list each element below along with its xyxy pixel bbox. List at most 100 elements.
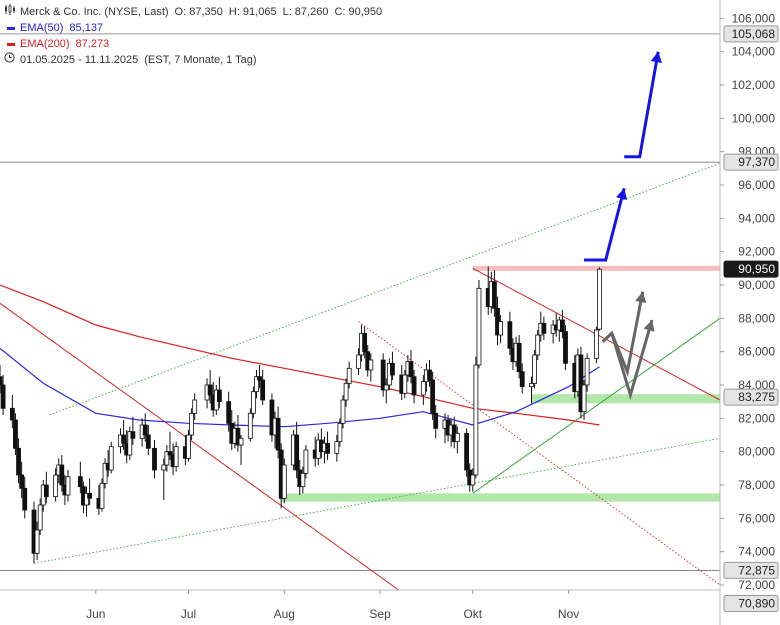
candle-body: [541, 322, 547, 334]
candle-body: [247, 412, 253, 439]
candle-body: [99, 482, 105, 509]
candle-body: [584, 357, 590, 386]
candle-body: [216, 389, 222, 403]
y-tick-label: 92,000: [738, 245, 775, 259]
blue-scenario-arrow: [624, 51, 660, 159]
y-tick-label: 80,000: [738, 445, 775, 459]
candle-body: [127, 431, 133, 456]
y-tick-label: 88,000: [738, 311, 775, 325]
y-tick-label: 94,000: [738, 211, 775, 225]
candle-body: [519, 371, 525, 388]
ema50-swatch: [7, 26, 15, 30]
candle-body: [192, 399, 198, 414]
candle-body: [9, 407, 15, 421]
arrow-head: [643, 320, 655, 332]
candle-body: [238, 437, 244, 446]
arrow-head: [635, 291, 647, 304]
candle-body: [16, 447, 21, 476]
candle-body: [161, 464, 167, 471]
candle-body: [362, 332, 368, 353]
red-trendline: [0, 302, 399, 591]
support-zone: [531, 394, 720, 404]
ema50-line: [0, 347, 600, 428]
x-tick-label: Aug: [274, 607, 295, 621]
y-tick-label: 104,000: [732, 45, 776, 59]
price-tag: [723, 153, 779, 171]
candle-body: [108, 446, 114, 471]
candle-body: [303, 449, 309, 474]
candle-body: [433, 412, 439, 429]
candle-body: [294, 434, 300, 471]
price-tag-label: 97,370: [738, 155, 775, 169]
candle-body: [325, 442, 330, 454]
candle-body: [532, 354, 537, 384]
x-tick-label: Okt: [463, 607, 482, 621]
price-tag: [723, 595, 779, 612]
candle-body: [597, 268, 602, 330]
candle-body: [340, 399, 346, 424]
legend-ema200-label: EMA(200): [20, 38, 70, 50]
ema200-swatch: [7, 42, 15, 46]
legend-ema50-label: EMA(50): [20, 22, 64, 34]
y-tick-label: 86,000: [738, 345, 775, 359]
price-tag-label: 72,875: [738, 563, 775, 577]
candle-body: [77, 476, 83, 488]
chart-legend: Merck & Co. Inc. (NYSE, Last) O: 87,350 …: [4, 4, 382, 68]
legend-open: O: 87,350: [174, 6, 223, 18]
candle-body: [254, 376, 259, 393]
candle-body: [380, 359, 386, 391]
y-tick-label: 84,000: [738, 378, 775, 392]
price-tag-label: 90,950: [738, 262, 775, 276]
candle-body: [207, 384, 213, 396]
candle-body: [464, 432, 470, 471]
candle-body: [300, 472, 306, 488]
candle-body: [235, 427, 241, 446]
candle-body: [164, 451, 170, 466]
candle-body: [470, 474, 476, 486]
x-tick-label: Sep: [369, 607, 391, 621]
candle-body: [578, 354, 584, 413]
x-tick-label: Nov: [558, 607, 579, 621]
candle-body: [563, 331, 568, 364]
candle-body: [593, 329, 599, 359]
price-tag-label: 105,068: [732, 27, 776, 41]
resistance-zone: [472, 265, 720, 271]
candle-body: [343, 382, 349, 401]
ema-layer: [0, 284, 600, 428]
candle-body: [59, 464, 65, 486]
candle-body: [275, 417, 281, 451]
ema200-line: [0, 284, 600, 426]
candle-body: [167, 451, 173, 456]
x-tick-label: Jun: [86, 607, 105, 621]
candle-body: [13, 419, 18, 449]
candle-body: [383, 384, 389, 391]
candle-body: [356, 354, 361, 369]
candle-body: [22, 487, 28, 511]
candle-body: [346, 367, 352, 384]
candle-body: [34, 529, 40, 554]
green-trendline: [49, 162, 721, 416]
x-tick-label: Jul: [181, 607, 196, 621]
legend-ema200-row: EMA(200) 87,273: [4, 36, 382, 52]
candle-body: [492, 281, 497, 309]
y-tick-label: 106,000: [732, 11, 776, 25]
candle-body: [0, 384, 6, 409]
price-tag: [723, 260, 779, 278]
y-tick-label: 90,000: [738, 278, 775, 292]
candle-body: [226, 401, 232, 424]
candle-body: [65, 476, 71, 496]
candle-body: [0, 376, 3, 386]
support-zone: [281, 493, 720, 502]
candle-body: [420, 381, 426, 396]
candle-body: [186, 434, 191, 459]
clock-icon: [4, 52, 20, 68]
candle-body: [260, 379, 266, 401]
candlestick-icon: [4, 4, 20, 20]
candle-body: [581, 384, 587, 413]
legend-ema50-value: 85,137: [69, 22, 104, 34]
y-tick-label: 96,000: [738, 178, 775, 192]
grid-layer: [0, 33, 720, 571]
candle-body: [102, 462, 108, 484]
blue-scenario-arrow: [584, 187, 626, 262]
